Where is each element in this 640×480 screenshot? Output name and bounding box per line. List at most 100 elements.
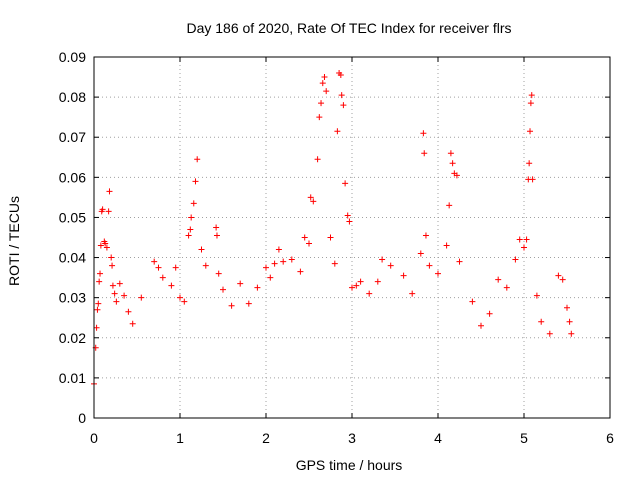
data-point xyxy=(426,262,433,269)
data-point xyxy=(523,236,530,243)
data-points xyxy=(91,70,575,387)
data-point xyxy=(346,218,353,225)
data-point xyxy=(446,202,453,209)
chart-title: Day 186 of 2020, Rate Of TEC Index for r… xyxy=(186,20,511,36)
data-point xyxy=(526,160,533,167)
y-tick-label: 0.09 xyxy=(59,49,86,65)
data-point xyxy=(99,206,106,213)
data-point xyxy=(108,254,115,261)
data-point xyxy=(297,268,304,275)
data-point xyxy=(245,300,252,307)
data-point xyxy=(111,290,118,297)
data-point xyxy=(478,322,484,329)
data-point xyxy=(116,280,123,287)
data-point xyxy=(568,330,575,337)
data-point xyxy=(420,130,427,137)
x-tick-label: 5 xyxy=(520,430,528,446)
data-point xyxy=(105,208,112,215)
data-point xyxy=(564,304,570,311)
data-point xyxy=(353,282,360,289)
data-point xyxy=(456,258,463,265)
y-tick-label: 0.06 xyxy=(59,169,86,185)
data-point xyxy=(151,258,158,265)
y-axis-title: ROTI / TECUs xyxy=(6,196,22,286)
data-point xyxy=(409,290,416,297)
data-point xyxy=(469,298,476,305)
data-point xyxy=(220,286,226,293)
y-tick-label: 0.01 xyxy=(59,370,86,386)
data-point xyxy=(192,178,199,185)
data-point xyxy=(421,150,428,157)
data-point xyxy=(96,278,103,285)
y-tick-label: 0.03 xyxy=(59,290,86,306)
data-point xyxy=(331,260,338,267)
data-point xyxy=(559,276,566,283)
data-point xyxy=(417,250,424,257)
data-point xyxy=(103,244,110,251)
data-point xyxy=(338,92,345,99)
data-point xyxy=(546,330,553,337)
data-point xyxy=(177,294,183,301)
data-point xyxy=(190,200,197,207)
data-point xyxy=(340,102,347,109)
data-point xyxy=(342,180,349,187)
data-point xyxy=(109,282,116,289)
data-point xyxy=(555,272,562,279)
data-point xyxy=(129,320,136,327)
data-point xyxy=(307,194,314,201)
data-point xyxy=(237,280,244,287)
data-point xyxy=(202,262,209,269)
data-point xyxy=(121,292,128,299)
data-point xyxy=(400,272,407,279)
data-point xyxy=(344,212,351,219)
data-point xyxy=(323,88,330,95)
data-point xyxy=(185,232,192,239)
data-point xyxy=(301,234,308,241)
data-point xyxy=(93,324,100,331)
data-point xyxy=(521,244,527,251)
data-point xyxy=(447,150,454,157)
data-point xyxy=(327,234,334,241)
y-tick-label: 0.02 xyxy=(59,330,86,346)
data-point xyxy=(374,278,381,285)
data-point xyxy=(181,298,188,305)
data-point xyxy=(527,128,534,135)
x-tick-label: 4 xyxy=(434,430,442,446)
x-tick-label: 1 xyxy=(176,430,184,446)
data-point xyxy=(366,290,373,297)
data-point xyxy=(379,256,386,263)
data-point xyxy=(321,74,328,81)
data-point xyxy=(538,318,545,325)
data-point xyxy=(318,100,325,107)
x-tick-label: 0 xyxy=(90,430,98,446)
data-point xyxy=(316,114,323,121)
data-point xyxy=(109,262,116,269)
data-point xyxy=(288,256,295,263)
data-point xyxy=(306,240,312,247)
x-tick-label: 6 xyxy=(606,430,614,446)
data-point xyxy=(113,298,120,305)
data-point xyxy=(275,246,282,253)
x-axis-title: GPS time / hours xyxy=(296,457,403,473)
data-point xyxy=(138,294,145,301)
data-point xyxy=(215,270,222,277)
data-point xyxy=(503,284,510,291)
data-point xyxy=(155,264,162,271)
y-tick-label: 0.05 xyxy=(59,209,86,225)
data-point xyxy=(527,100,534,107)
data-point xyxy=(188,214,195,221)
data-point xyxy=(528,92,535,99)
data-point xyxy=(495,276,502,283)
data-point xyxy=(172,264,179,271)
data-point xyxy=(95,300,102,307)
data-point xyxy=(168,282,175,289)
data-point xyxy=(97,270,104,277)
data-point xyxy=(159,274,166,281)
data-point xyxy=(337,72,344,79)
y-tick-label: 0 xyxy=(78,410,86,426)
data-point xyxy=(187,226,194,233)
data-point xyxy=(314,156,321,163)
data-point xyxy=(449,160,456,167)
data-point xyxy=(387,262,394,269)
